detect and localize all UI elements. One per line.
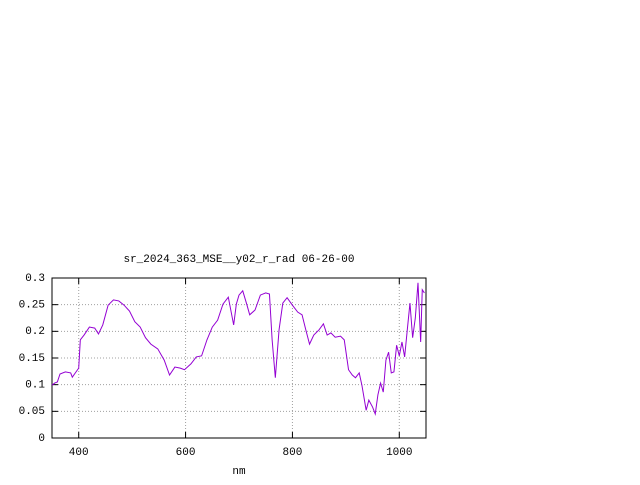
x-tick-label: 400: [69, 447, 89, 459]
y-tick-label: 0.25: [19, 300, 45, 312]
x-tick-label: 1000: [386, 447, 412, 459]
chart-title: sr_2024_363_MSE__y02_r_rad 06-26-00: [123, 254, 354, 266]
y-tick-label: 0.3: [25, 273, 45, 285]
y-tick-label: 0.05: [19, 406, 45, 418]
data-line: [51, 282, 425, 416]
plot-frame: [51, 277, 427, 439]
y-tick-label: 0: [38, 433, 45, 445]
y-tick-label: 0.15: [19, 353, 45, 365]
x-tick-label: 600: [176, 447, 196, 459]
y-tick-label: 0.1: [25, 380, 45, 392]
y-tick-label: 0.2: [25, 326, 45, 338]
x-tick-label: 800: [283, 447, 303, 459]
x-axis-label: nm: [232, 466, 246, 478]
